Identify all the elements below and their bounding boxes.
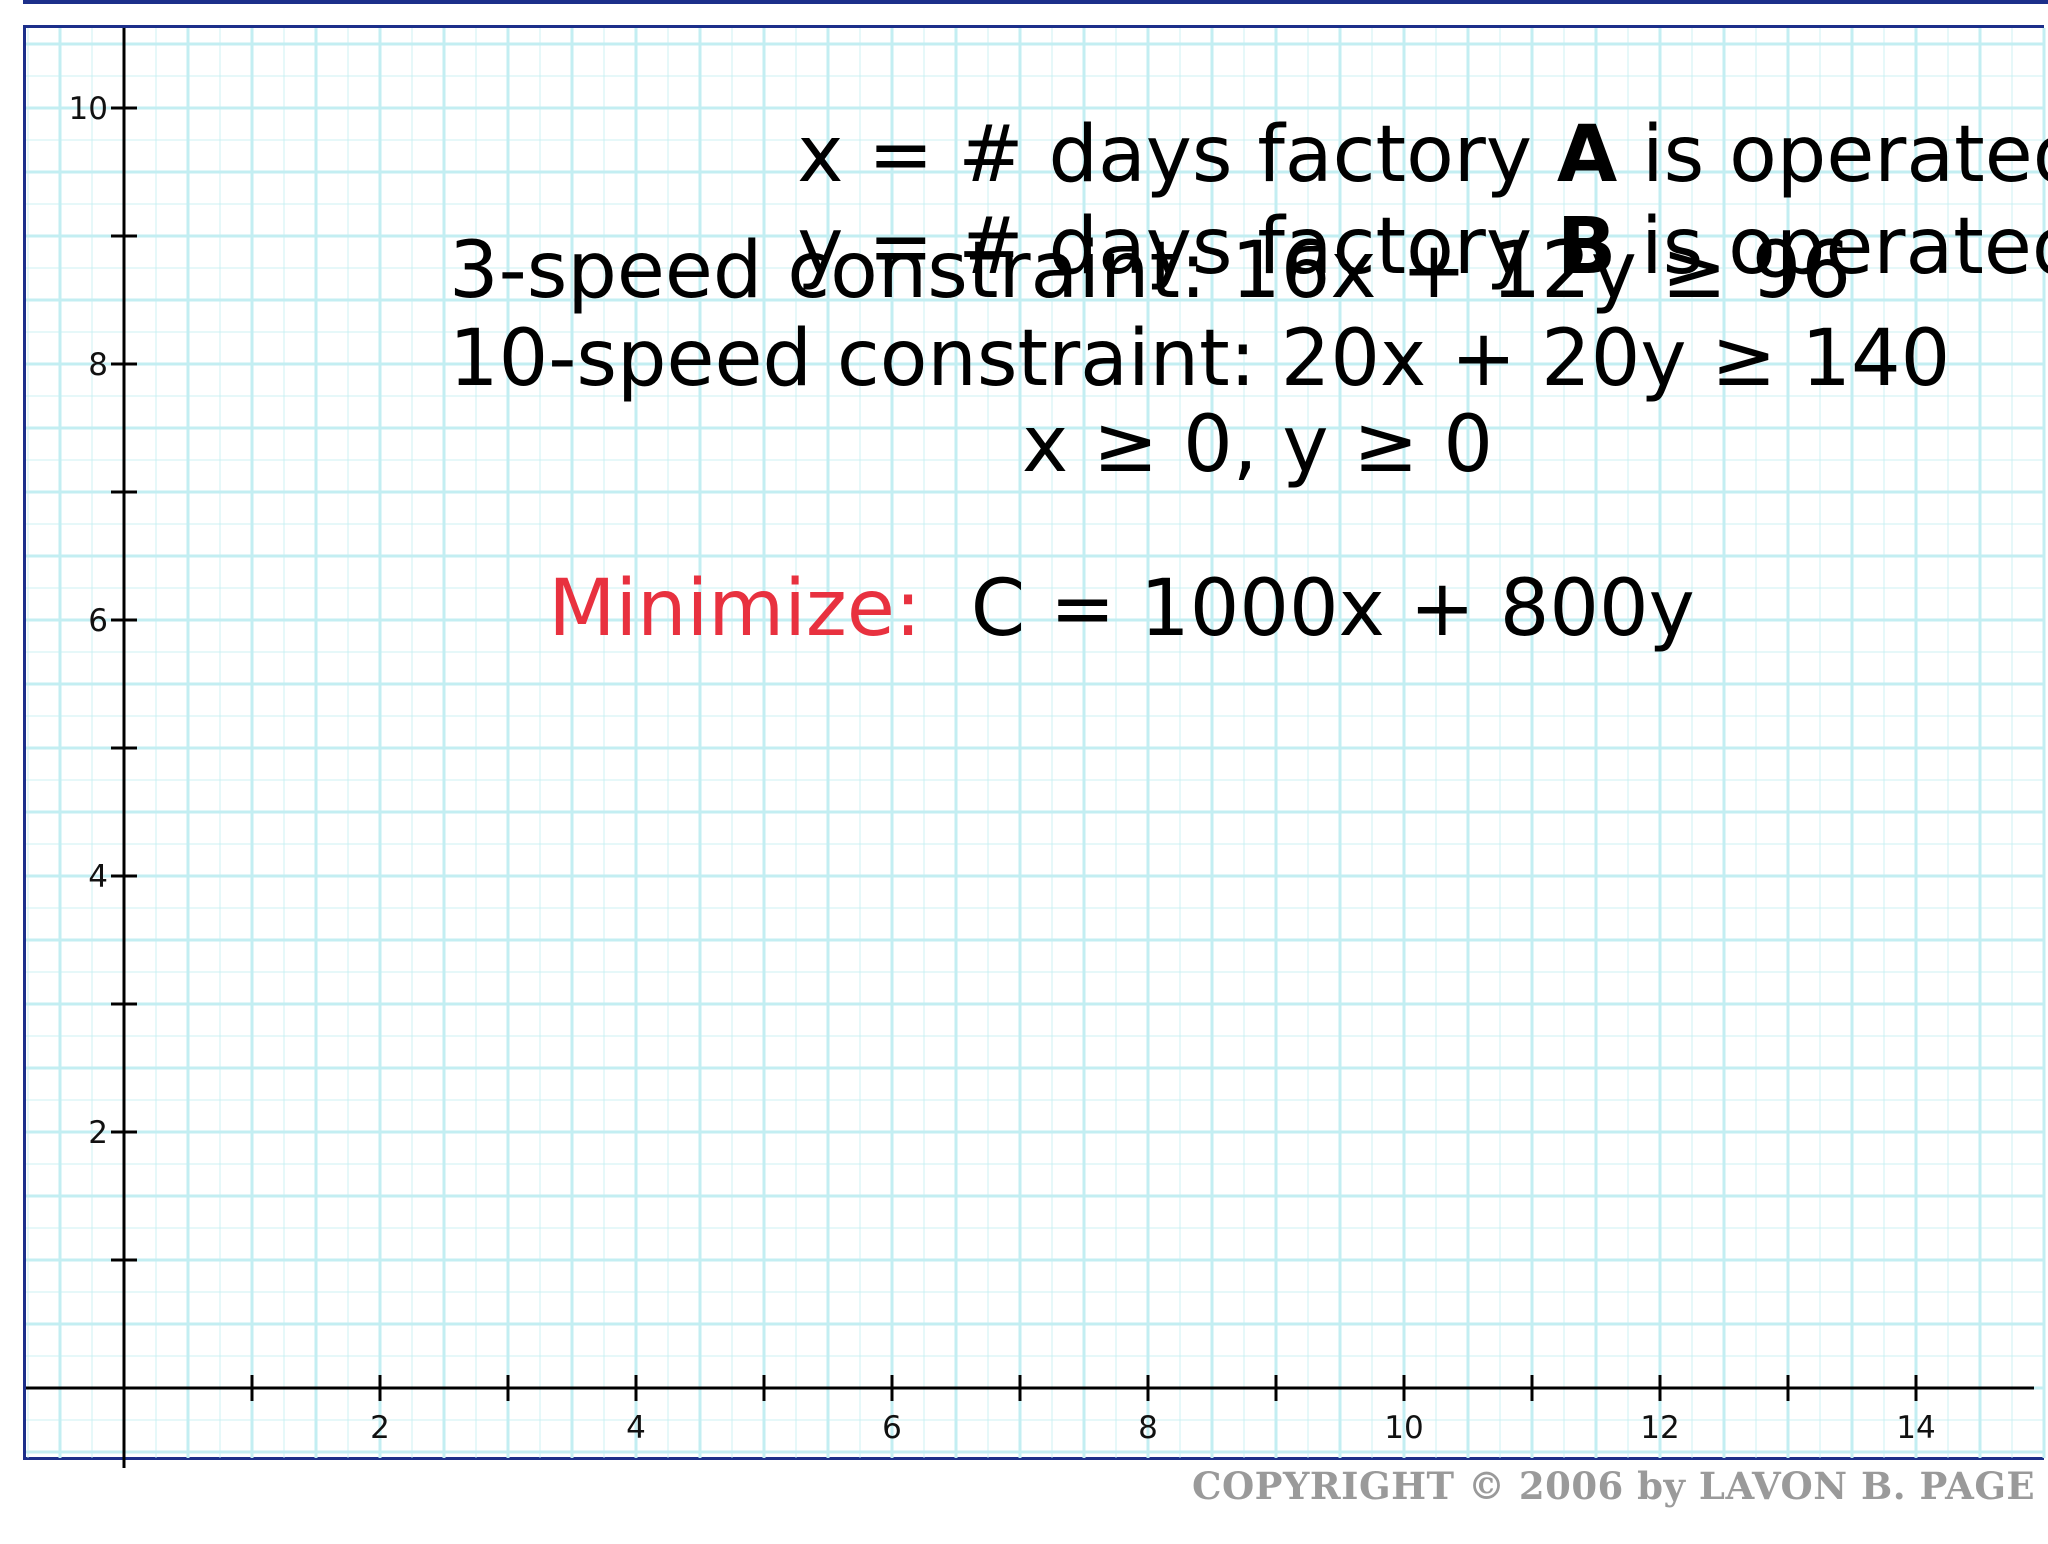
y-tick-label: 2 [88,1115,108,1151]
axis-tick-labels: 2 4 6 8 10 12 14 2 4 6 8 10 [69,91,1936,1446]
axis-ticks [111,106,1918,1401]
three-speed-constraint: 3-speed constraint: 16x + 12y ≥ 96 [449,226,1852,316]
minimize-label: Minimize: [548,564,922,654]
nonnegativity-constraint: x ≥ 0, y ≥ 0 [1022,400,1494,490]
x-tick-label: 14 [1896,1410,1935,1446]
x-tick-label: 2 [370,1410,390,1446]
factory-a-label: A [1556,110,1618,200]
x-tick-label: 8 [1138,1410,1158,1446]
x-tick-label: 10 [1384,1410,1423,1446]
major-grid [26,28,2046,1458]
x-definition: x = # days factory A is operated [698,38,2048,272]
top-border [23,0,2048,4]
y-definition: y = # days factory B is operated [698,130,2048,364]
y-tick-label: 6 [88,603,108,639]
objective-gap [921,564,971,654]
objective-line: Minimize: C = 1000x + 800y [449,492,1695,726]
ten-speed-constraint: 10-speed constraint: 20x + 20y ≥ 140 [449,314,1951,404]
y-tick-label: 8 [88,347,108,383]
graph-frame [23,25,2044,1460]
copyright-notice: COPYRIGHT © 2006 by LAVON B. PAGE [1192,1464,2036,1508]
x-tick-label: 6 [882,1410,902,1446]
y-tick-label: 4 [88,859,108,895]
x-tick-label: 12 [1640,1410,1679,1446]
y-definition-prefix: y = # days factory [797,202,1557,292]
factory-b-label: B [1556,202,1617,292]
x-definition-prefix: x = # days factory [797,110,1557,200]
x-definition-suffix: is operated [1617,110,2048,200]
x-tick-label: 4 [626,1410,646,1446]
y-tick-label: 10 [69,91,108,127]
y-definition-suffix: is operated [1616,202,2048,292]
objective-expression: C = 1000x + 800y [970,564,1695,654]
